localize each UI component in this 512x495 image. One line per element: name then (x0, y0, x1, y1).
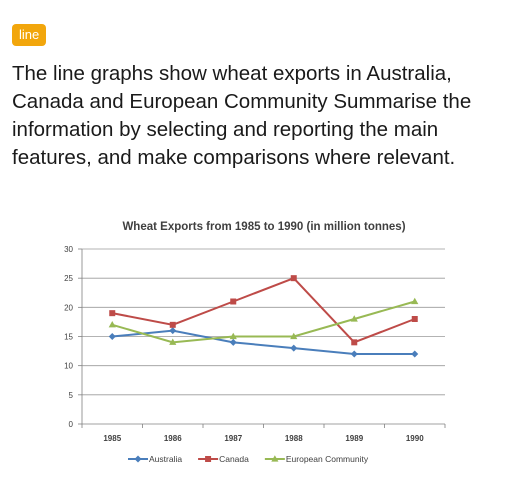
european-community-line (111, 300, 416, 344)
y-tick-label: 10 (64, 362, 73, 371)
australia-point (411, 350, 419, 358)
european-community-point (108, 321, 116, 328)
canada-point (351, 339, 358, 346)
y-tick-label: 25 (64, 274, 73, 283)
y-tick-label: 5 (69, 391, 74, 400)
chart-title: Wheat Exports from 1985 to 1990 (in mill… (122, 221, 405, 233)
x-tick-label: 1990 (406, 434, 424, 443)
y-tick-label: 30 (64, 245, 73, 254)
australia-point (350, 350, 358, 358)
legend-label: European Community (286, 454, 369, 464)
y-axis: 0 5 10 15 20 25 30 (64, 245, 83, 429)
australia-point (169, 327, 177, 335)
x-tick-label: 1986 (164, 434, 182, 443)
chart-gridlines (82, 248, 445, 396)
canada-point (411, 316, 418, 322)
task-prompt: The line graphs show wheat exports in Au… (12, 62, 472, 169)
legend-item-australia: Australia (128, 454, 182, 464)
australia-point (108, 333, 116, 340)
x-tick-label: 1988 (285, 434, 303, 443)
legend-marker (134, 455, 142, 463)
y-tick-label: 0 (69, 420, 74, 429)
canada-point (109, 310, 116, 317)
australia-point (229, 338, 237, 346)
y-tick-label: 20 (64, 303, 73, 312)
australia-line (112, 329, 415, 355)
canada-point (169, 321, 176, 328)
australia-point (290, 344, 298, 352)
x-axis: 1985 1986 1987 1988 1989 1990 (81, 423, 446, 443)
legend-marker (205, 456, 212, 462)
european-community-point (290, 332, 298, 340)
y-tick-label: 15 (64, 333, 73, 342)
legend-label: Canada (219, 454, 249, 464)
european-community-point (169, 338, 177, 345)
chart-legend: Australia Canada European Community (128, 454, 369, 464)
canada-point (230, 298, 237, 305)
legend-label: Australia (149, 454, 182, 464)
european-community-point (411, 297, 419, 305)
x-tick-label: 1989 (345, 434, 363, 443)
x-tick-label: 1987 (224, 434, 242, 443)
european-community-point (229, 332, 237, 340)
european-community-point (350, 315, 358, 322)
legend-item-european-community: European Community (264, 454, 369, 464)
legend-item-canada: Canada (198, 454, 249, 464)
chart-series (108, 275, 419, 358)
canada-point (290, 275, 297, 282)
line-chart: Wheat Exports from 1985 to 1990 (in mill… (64, 221, 446, 464)
category-tag[interactable]: line (12, 24, 47, 46)
x-tick-label: 1985 (103, 434, 121, 443)
legend-marker (271, 455, 279, 462)
canada-line (112, 276, 416, 344)
chart-container: Wheat Exports from 1985 to 1990 (in mill… (0, 205, 512, 485)
